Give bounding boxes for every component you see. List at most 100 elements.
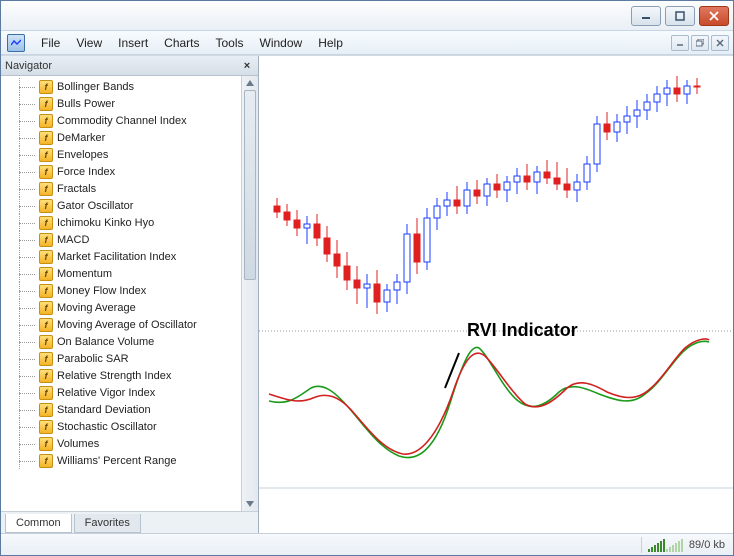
indicator-label: Gator Oscillator — [57, 200, 133, 212]
indicator-icon: f — [39, 284, 53, 298]
connection-bars-icon — [648, 538, 687, 552]
scroll-thumb[interactable] — [244, 90, 256, 280]
indicator-item[interactable]: f Gator Oscillator — [11, 197, 241, 214]
indicator-label: Relative Strength Index — [57, 370, 171, 382]
menu-help[interactable]: Help — [310, 34, 351, 52]
indicator-item[interactable]: f Moving Average of Oscillator — [11, 316, 241, 333]
indicator-item[interactable]: f Money Flow Index — [11, 282, 241, 299]
app-icon — [7, 34, 25, 52]
chart-area[interactable]: RVI Indicator — [259, 56, 733, 533]
navigator-title: Navigator — [5, 60, 52, 72]
indicator-item[interactable]: f Bulls Power — [11, 95, 241, 112]
indicator-item[interactable]: f Relative Vigor Index — [11, 384, 241, 401]
status-separator — [641, 537, 642, 553]
indicator-item[interactable]: f Standard Deviation — [11, 401, 241, 418]
indicator-label: Money Flow Index — [57, 285, 146, 297]
indicator-label: Momentum — [57, 268, 112, 280]
navigator-scrollbar[interactable] — [241, 76, 258, 511]
menu-bar: FileViewInsertChartsToolsWindowHelp — [1, 31, 733, 55]
indicator-item[interactable]: fCommodity Channel Index — [11, 112, 241, 129]
indicator-item[interactable]: f Momentum — [11, 265, 241, 282]
indicator-item[interactable]: fMACD — [11, 231, 241, 248]
indicator-item[interactable]: f Force Index — [11, 163, 241, 180]
indicator-label: Bulls Power — [57, 98, 115, 110]
indicator-label: Standard Deviation — [57, 404, 151, 416]
menu-insert[interactable]: Insert — [110, 34, 156, 52]
indicator-item[interactable]: fOn Balance Volume — [11, 333, 241, 350]
indicator-item[interactable]: f Relative Strength Index — [11, 367, 241, 384]
indicator-icon: f — [39, 250, 53, 264]
menu-view[interactable]: View — [68, 34, 110, 52]
indicator-icon: f — [39, 369, 53, 383]
svg-text:RVI Indicator: RVI Indicator — [467, 320, 578, 340]
indicator-icon: f — [39, 165, 53, 179]
indicator-icon: f — [39, 216, 53, 230]
indicator-item[interactable]: f Stochastic Oscillator — [11, 418, 241, 435]
scroll-up-arrow[interactable] — [242, 76, 258, 90]
indicator-icon: f — [39, 420, 53, 434]
navigator-panel: Navigator × f Bollinger Bands f Bulls Power… — [1, 56, 259, 533]
indicator-icon: f — [39, 454, 53, 468]
indicator-item[interactable]: f Fractals — [11, 180, 241, 197]
mdi-controls — [671, 35, 733, 51]
navigator-title-bar[interactable]: Navigator × — [1, 56, 258, 76]
title-bar — [1, 1, 733, 31]
indicator-label: Parabolic SAR — [57, 353, 129, 365]
indicator-icon: f — [39, 80, 53, 94]
indicator-label: Ichimoku Kinko Hyo — [57, 217, 154, 229]
indicator-icon: f — [39, 267, 53, 281]
menu-charts[interactable]: Charts — [156, 34, 207, 52]
indicator-item[interactable]: fMoving Average — [11, 299, 241, 316]
indicator-item[interactable]: fVolumes — [11, 435, 241, 452]
indicator-icon: f — [39, 403, 53, 417]
navigator-body: fBollinger BandsfBulls PowerfCommodity C… — [1, 76, 258, 511]
indicator-icon: f — [39, 352, 53, 366]
navigator-tabs: Common Favorites — [1, 511, 258, 533]
indicator-label: Bollinger Bands — [57, 81, 134, 93]
indicator-label: DeMarker — [57, 132, 105, 144]
indicator-item[interactable]: f Bollinger Bands — [11, 78, 241, 95]
indicator-item[interactable]: f Market Facilitation Index — [11, 248, 241, 265]
menu-window[interactable]: Window — [252, 34, 311, 52]
indicator-icon: f — [39, 335, 53, 349]
indicator-label: Commodity Channel Index — [57, 115, 187, 127]
indicator-icon: f — [39, 318, 53, 332]
work-area: Navigator × f Bollinger Bands f Bulls Power… — [1, 55, 733, 533]
mdi-restore-button[interactable] — [691, 35, 709, 51]
indicator-icon: f — [39, 97, 53, 111]
mdi-minimize-button[interactable] — [671, 35, 689, 51]
indicator-icon: f — [39, 148, 53, 162]
indicator-label: Stochastic Oscillator — [57, 421, 157, 433]
close-button[interactable] — [699, 6, 729, 26]
indicator-label: Moving Average of Oscillator — [57, 319, 197, 331]
indicator-icon: f — [39, 182, 53, 196]
indicator-label: Force Index — [57, 166, 115, 178]
indicator-icon: f — [39, 437, 53, 451]
navigator-close-button[interactable]: × — [240, 59, 254, 73]
indicator-label: Envelopes — [57, 149, 108, 161]
indicator-icon: f — [39, 233, 53, 247]
indicator-item[interactable]: f Envelopes — [11, 146, 241, 163]
scroll-down-arrow[interactable] — [242, 497, 258, 511]
app-window: FileViewInsertChartsToolsWindowHelp Navi… — [0, 0, 734, 556]
indicator-item[interactable]: fWilliams' Percent Range — [11, 452, 241, 469]
maximize-button[interactable] — [665, 6, 695, 26]
tab-favorites[interactable]: Favorites — [74, 514, 141, 533]
indicator-label: Fractals — [57, 183, 96, 195]
indicator-item[interactable]: f Ichimoku Kinko Hyo — [11, 214, 241, 231]
indicator-icon: f — [39, 199, 53, 213]
tab-common[interactable]: Common — [5, 514, 72, 533]
indicator-label: Moving Average — [57, 302, 136, 314]
chart-canvas: RVI Indicator — [259, 56, 733, 510]
indicator-icon: f — [39, 386, 53, 400]
mdi-close-button[interactable] — [711, 35, 729, 51]
indicator-tree[interactable]: fBollinger BandsfBulls PowerfCommodity C… — [1, 76, 241, 511]
indicator-item[interactable]: f Parabolic SAR — [11, 350, 241, 367]
menu-file[interactable]: File — [33, 34, 68, 52]
indicator-item[interactable]: fDeMarker — [11, 129, 241, 146]
indicator-label: Relative Vigor Index — [57, 387, 155, 399]
minimize-button[interactable] — [631, 6, 661, 26]
menu-tools[interactable]: Tools — [208, 34, 252, 52]
connection-status-text: 89/0 kb — [687, 539, 733, 551]
indicator-label: Market Facilitation Index — [57, 251, 176, 263]
